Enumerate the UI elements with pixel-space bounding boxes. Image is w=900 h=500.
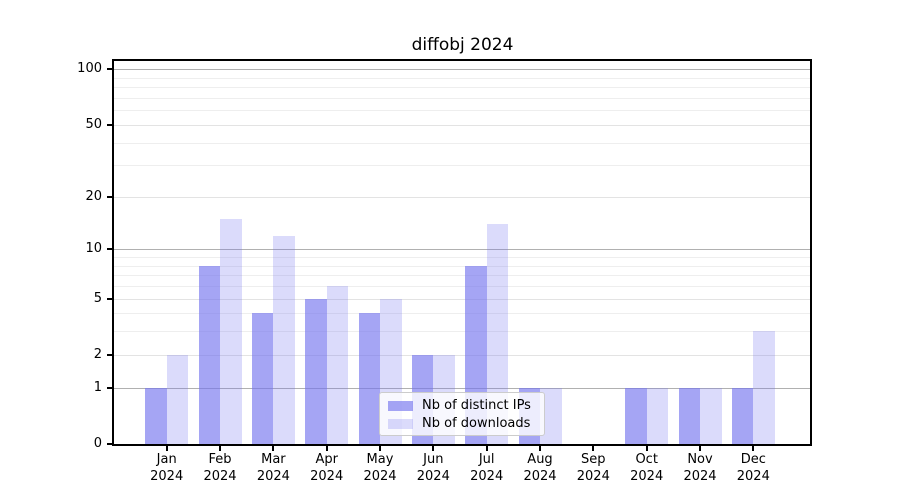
- y-tick-mark-20: [107, 195, 112, 198]
- legend-row-downloads: Nb of downloads: [388, 415, 536, 433]
- gridline-3: [114, 331, 810, 333]
- gridline-50: [114, 124, 810, 126]
- bar-downloads-aug: [540, 387, 562, 444]
- x-tick-mark-jun: [432, 446, 435, 451]
- gridline-70: [114, 97, 810, 99]
- gridline-4: [114, 313, 810, 315]
- bar-downloads-oct: [646, 387, 669, 444]
- bar-distinct-ips-apr: [305, 298, 327, 444]
- x-tick-label-jun: Jun 2024: [416, 452, 450, 484]
- x-tick-mark-feb: [219, 446, 221, 451]
- gridline-6: [114, 286, 810, 287]
- y-tick-mark-2: [107, 353, 112, 356]
- bar-distinct-ips-may: [358, 313, 380, 444]
- chart-title: diffobj 2024: [411, 35, 514, 55]
- legend-swatch-downloads: [388, 419, 413, 429]
- x-tick-mark-oct: [645, 446, 648, 451]
- y-tick-label-50: 50: [85, 116, 102, 132]
- gridline-30: [114, 165, 810, 167]
- x-tick-label-mar: Mar 2024: [256, 452, 290, 484]
- gridline-2: [114, 354, 810, 356]
- x-tick-label-apr: Apr 2024: [310, 452, 344, 484]
- y-tick-label-5: 5: [93, 290, 102, 306]
- gridline-90: [114, 77, 810, 79]
- gridline-9: [114, 257, 810, 258]
- x-tick-mark-aug: [539, 446, 541, 451]
- x-tick-mark-dec: [752, 446, 755, 451]
- y-tick-label-10: 10: [85, 241, 102, 257]
- x-tick-mark-mar: [272, 446, 275, 451]
- gridline-60: [114, 110, 810, 112]
- bar-downloads-mar: [273, 235, 295, 444]
- x-tick-label-jul: Jul 2024: [470, 452, 504, 484]
- bar-downloads-dec: [753, 331, 775, 444]
- y-tick-label-0: 0: [93, 436, 102, 451]
- bar-downloads-jul: [486, 224, 509, 444]
- gridline-10: [114, 249, 810, 251]
- x-tick-label-oct: Oct 2024: [630, 452, 664, 484]
- plot-area: Nb of distinct IPs Nb of downloads: [112, 59, 812, 446]
- y-tick-label-2: 2: [93, 346, 102, 362]
- y-tick-mark-10: [107, 248, 112, 251]
- x-tick-label-nov: Nov 2024: [683, 452, 717, 484]
- gridline-7: [114, 275, 810, 277]
- legend-swatch-distinct-ips: [388, 401, 413, 411]
- x-tick-label-sep: Sep 2024: [576, 452, 610, 484]
- legend: Nb of distinct IPs Nb of downloads: [379, 392, 545, 436]
- bar-downloads-feb: [220, 218, 242, 444]
- bar-distinct-ips-feb: [198, 265, 220, 444]
- y-tick-mark-5: [107, 297, 112, 300]
- bar-downloads-nov: [700, 387, 722, 444]
- x-tick-label-may: May 2024: [363, 452, 397, 484]
- y-tick-mark-1: [107, 386, 112, 389]
- x-tick-label-feb: Feb 2024: [203, 452, 237, 484]
- x-tick-label-aug: Aug 2024: [523, 452, 557, 484]
- x-tick-label-jan: Jan 2024: [150, 452, 184, 484]
- bar-downloads-apr: [326, 286, 349, 444]
- bar-downloads-jan: [166, 354, 189, 444]
- x-tick-mark-nov: [699, 446, 701, 451]
- gridline-1: [114, 387, 810, 389]
- legend-label-distinct-ips: Nb of distinct IPs: [422, 398, 531, 413]
- bar-distinct-ips-oct: [625, 387, 647, 444]
- bar-distinct-ips-mar: [251, 313, 274, 444]
- legend-row-distinct-ips: Nb of distinct IPs: [388, 397, 536, 415]
- gridline-40: [114, 142, 810, 144]
- x-tick-mark-apr: [325, 446, 328, 451]
- gridline-5: [114, 298, 810, 300]
- legend-label-downloads: Nb of downloads: [422, 416, 531, 431]
- y-tick-mark-50: [107, 123, 112, 126]
- gridline-8: [114, 265, 810, 267]
- y-tick-label-100: 100: [77, 61, 102, 77]
- y-tick-mark-0: [107, 443, 112, 445]
- x-tick-label-dec: Dec 2024: [736, 452, 770, 484]
- x-tick-mark-jul: [485, 446, 488, 451]
- y-tick-label-1: 1: [93, 379, 102, 395]
- y-tick-mark-100: [107, 68, 112, 71]
- x-tick-mark-may: [379, 446, 381, 451]
- x-tick-mark-jan: [165, 446, 168, 451]
- bar-distinct-ips-dec: [731, 387, 754, 444]
- y-tick-label-20: 20: [85, 188, 102, 204]
- gridline-100: [114, 69, 810, 71]
- gridline-80: [114, 87, 810, 89]
- x-tick-mark-sep: [592, 446, 595, 451]
- bar-distinct-ips-nov: [678, 387, 700, 444]
- gridline-20: [114, 196, 810, 198]
- bar-distinct-ips-jan: [145, 387, 167, 444]
